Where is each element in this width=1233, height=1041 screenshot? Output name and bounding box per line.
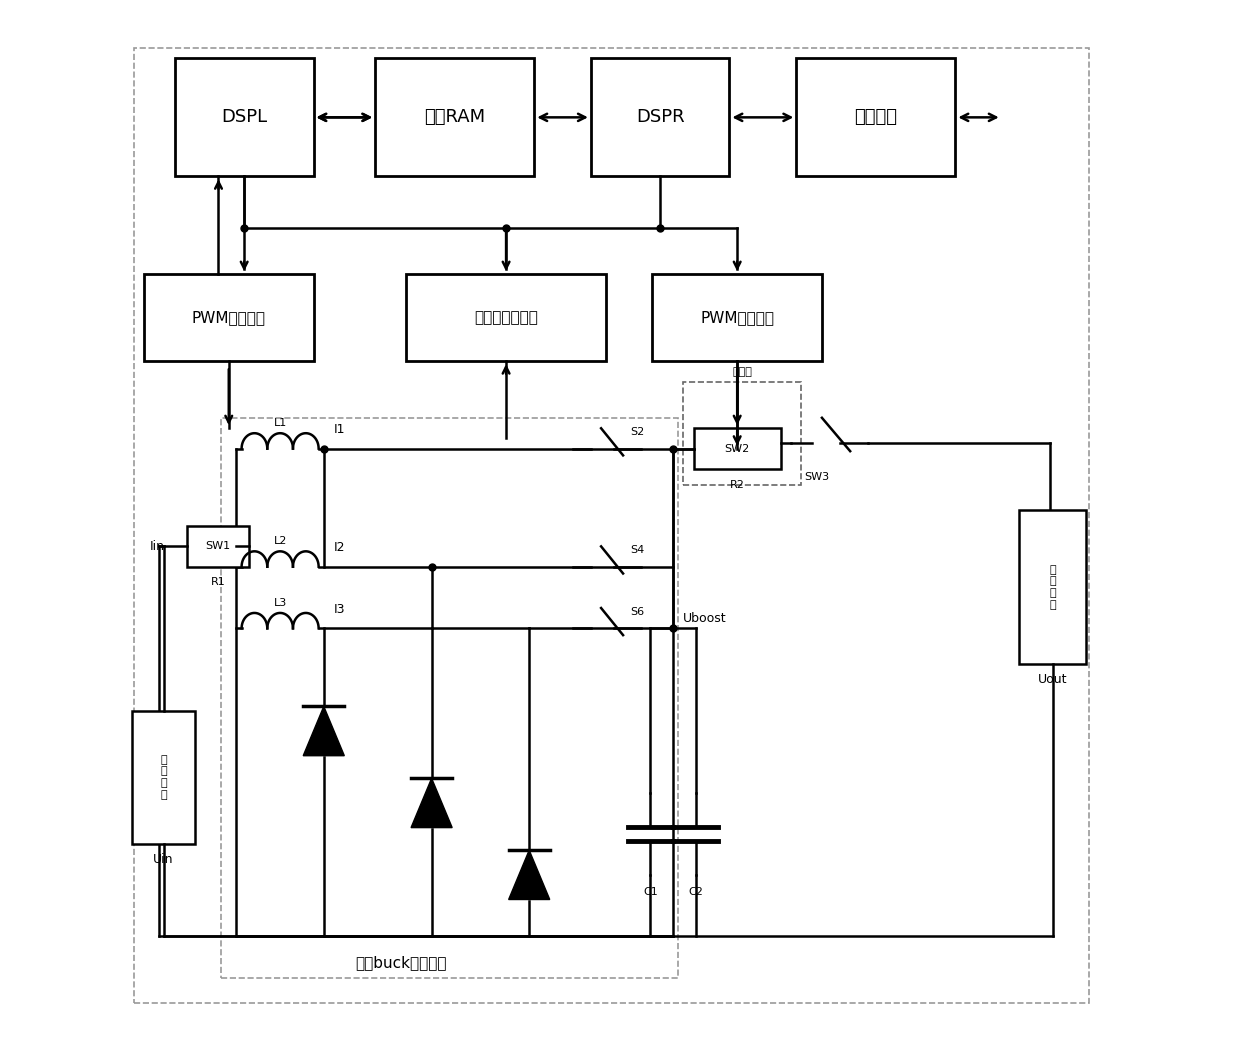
Text: S4: S4 <box>630 545 644 556</box>
Text: PWM驱动单元: PWM驱动单元 <box>700 310 774 325</box>
Text: I1: I1 <box>334 424 345 436</box>
Polygon shape <box>303 707 344 756</box>
Bar <box>683 382 801 484</box>
Text: C2: C2 <box>688 887 703 897</box>
Text: SW1: SW1 <box>206 541 231 551</box>
Text: Uin: Uin <box>153 853 174 865</box>
Bar <box>591 58 730 176</box>
Bar <box>375 58 534 176</box>
Bar <box>175 58 313 176</box>
Text: I2: I2 <box>334 541 345 554</box>
Text: SW3: SW3 <box>804 473 830 482</box>
Text: R1: R1 <box>211 577 226 587</box>
Text: C1: C1 <box>644 887 657 897</box>
Bar <box>1020 510 1086 664</box>
Text: L1: L1 <box>274 418 287 428</box>
Bar <box>132 711 195 844</box>
Bar <box>187 526 249 566</box>
Bar <box>221 417 678 977</box>
Polygon shape <box>509 850 550 899</box>
Text: 软启动: 软启动 <box>732 366 752 377</box>
Text: 动
力
电
池: 动 力 电 池 <box>1049 565 1055 610</box>
Text: SW2: SW2 <box>725 443 750 454</box>
Text: 三相buck交错电路: 三相buck交错电路 <box>355 956 446 970</box>
Text: 燃
料
电
池: 燃 料 电 池 <box>160 755 166 799</box>
Text: S6: S6 <box>630 607 644 617</box>
Text: PWM驱动单元: PWM驱动单元 <box>192 310 266 325</box>
Text: R2: R2 <box>730 480 745 489</box>
Text: DSPL: DSPL <box>221 108 268 126</box>
Bar <box>144 274 313 361</box>
Text: S2: S2 <box>630 427 644 437</box>
Bar <box>693 428 780 469</box>
Polygon shape <box>411 779 453 828</box>
Text: 信号采集与保护: 信号采集与保护 <box>475 310 538 325</box>
Text: L2: L2 <box>274 536 287 547</box>
Text: Iin: Iin <box>149 539 164 553</box>
Text: Uboost: Uboost <box>683 611 727 625</box>
Bar <box>797 58 956 176</box>
Text: I3: I3 <box>334 603 345 616</box>
Bar <box>652 274 822 361</box>
Text: DSPR: DSPR <box>636 108 684 126</box>
Text: 人机接口: 人机接口 <box>854 108 898 126</box>
Bar <box>406 274 607 361</box>
Text: 双口RAM: 双口RAM <box>424 108 486 126</box>
Text: L3: L3 <box>274 598 287 608</box>
Text: Uout: Uout <box>1038 672 1068 686</box>
